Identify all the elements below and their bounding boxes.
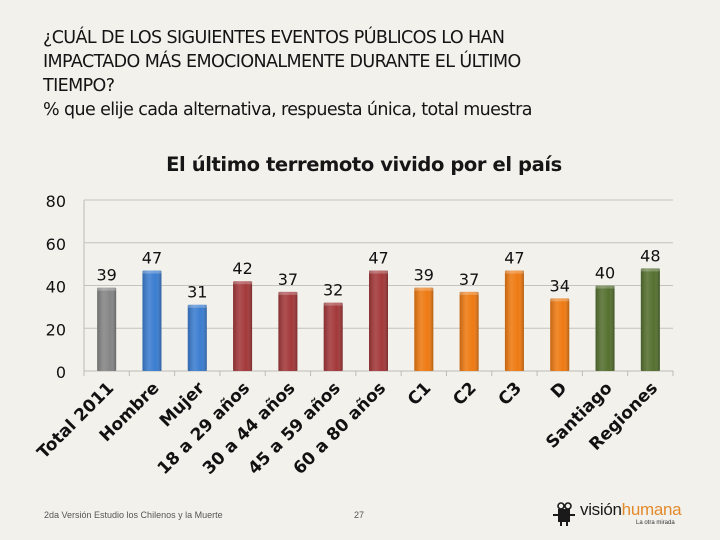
bar-top-highlight	[323, 302, 343, 306]
x-tick-label: C2	[449, 378, 480, 409]
bar	[233, 281, 253, 371]
data-label: 37	[278, 270, 298, 289]
y-tick-label: 40	[46, 278, 66, 297]
question-text: ¿CUÁL DE LOS SIGUIENTES EVENTOS PÚBLICOS…	[43, 26, 683, 122]
bar-shading	[187, 304, 207, 371]
bar	[323, 302, 343, 371]
data-label: 34	[550, 276, 570, 295]
chart-title: El último terremoto vivido por el país	[166, 153, 562, 176]
x-tick-label: C3	[495, 378, 526, 409]
bar-top-highlight	[97, 287, 117, 291]
logo-word-2: humana	[621, 500, 682, 519]
bar	[414, 287, 434, 371]
bar-top-highlight	[640, 268, 660, 272]
bar-top-highlight	[187, 304, 207, 308]
footer-study-name: 2da Versión Estudio los Chilenos y la Mu…	[44, 510, 223, 520]
data-label: 47	[368, 249, 388, 268]
y-tick-label: 60	[46, 235, 66, 254]
bar-top-highlight	[414, 287, 434, 291]
bar	[187, 304, 207, 371]
bar-top-highlight	[369, 270, 388, 274]
data-label: 47	[142, 249, 162, 268]
bar-chart: 39 47 31 42 37 32 47 39 37 47 34 40 48 0 20 40 60 80 Tot…	[34, 192, 674, 479]
logo-mascot-icon	[553, 502, 575, 526]
bar	[640, 268, 660, 371]
x-tick-label: D	[547, 378, 571, 402]
bar-top-highlight	[233, 281, 253, 285]
data-label: 47	[504, 249, 524, 268]
bar-shading	[414, 287, 434, 371]
bar	[504, 270, 524, 371]
bar	[550, 298, 570, 371]
y-tick-labels: 0 20 40 60 80	[46, 192, 66, 382]
x-tick-label: Total 2011	[34, 378, 119, 463]
data-label: 32	[323, 281, 343, 300]
logo-word-1: visión	[580, 500, 622, 519]
data-label: 48	[640, 246, 660, 265]
bar-shading	[595, 285, 615, 371]
bar-shading	[97, 287, 117, 371]
data-label: 42	[232, 259, 252, 278]
data-label: 31	[187, 283, 207, 302]
page-number: 27	[354, 510, 365, 520]
data-label: 39	[96, 266, 116, 285]
visionhumana-logo: visiónhumana La otra mirada	[550, 499, 700, 529]
data-label: 37	[459, 270, 479, 289]
data-labels: 39 47 31 42 37 32 47 39 37 47 34 40 48	[96, 246, 660, 301]
x-tick-label: C1	[404, 378, 435, 409]
bar-shading	[640, 268, 660, 371]
y-tick-label: 80	[46, 192, 66, 211]
bar	[278, 291, 298, 371]
logo-tagline: La otra mirada	[636, 520, 675, 526]
bar-top-highlight	[142, 270, 162, 274]
question-subtitle: % que elije cada alternativa, respuesta …	[43, 100, 532, 120]
bar	[595, 285, 615, 371]
question-line-1: ¿CUÁL DE LOS SIGUIENTES EVENTOS PÚBLICOS…	[43, 28, 505, 48]
bar	[459, 291, 479, 371]
bar	[369, 270, 388, 371]
bar	[142, 270, 162, 371]
bar-top-highlight	[504, 270, 524, 274]
y-tick-label: 0	[56, 363, 66, 382]
bar-shading	[459, 291, 479, 371]
bar-shading	[323, 302, 343, 371]
bar-shading	[142, 270, 162, 371]
bar-top-highlight	[550, 298, 570, 302]
bar-top-highlight	[595, 285, 615, 289]
bars	[97, 268, 660, 371]
bar-top-highlight	[278, 291, 298, 295]
question-line-2: IMPACTADO MÁS EMOCIONALMENTE DURANTE EL …	[43, 52, 521, 72]
logo-wordmark: visiónhumana	[580, 500, 682, 520]
bar-shading	[278, 291, 298, 371]
bar-shading	[550, 298, 570, 371]
bar-shading	[504, 270, 524, 371]
y-tick-label: 20	[46, 320, 66, 339]
data-label: 40	[595, 264, 615, 283]
bar-top-highlight	[459, 291, 479, 295]
bar	[97, 287, 117, 371]
bar-shading	[233, 281, 253, 371]
bar-shading	[369, 270, 388, 371]
question-line-3: TIEMPO?	[43, 76, 115, 96]
data-label: 39	[414, 266, 434, 285]
